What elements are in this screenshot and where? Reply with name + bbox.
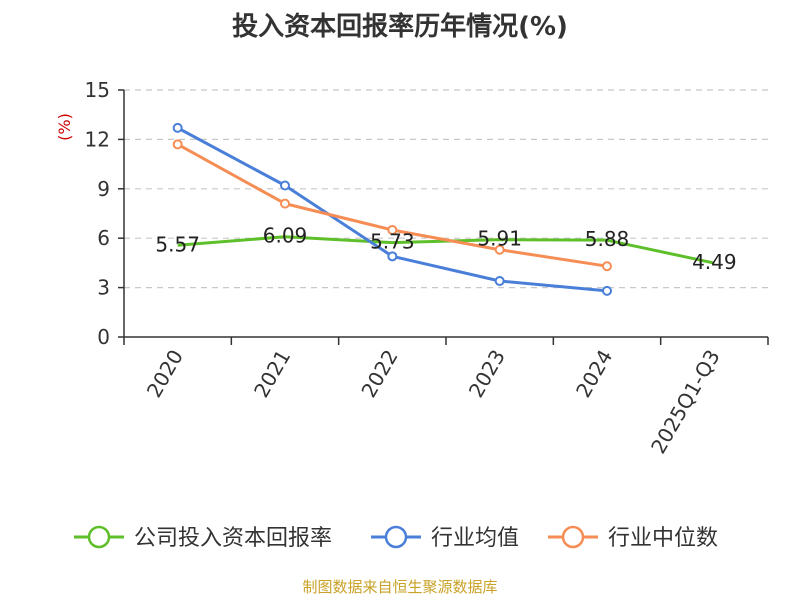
axes	[118, 89, 769, 345]
series-line	[176, 126, 608, 293]
legend-marker	[561, 525, 585, 549]
data-label: 5.91	[477, 227, 522, 251]
x-tick-label: 2024	[571, 346, 617, 402]
legend-label: 公司投入资本回报率	[134, 526, 332, 551]
data-label: 4.49	[692, 250, 737, 274]
data-point	[602, 261, 612, 272]
x-tick-label: 2021	[249, 346, 295, 402]
series-lines	[172, 122, 715, 296]
x-tick-label: 2020	[142, 346, 188, 402]
x-tick-label: 2025Q1-Q3	[646, 346, 725, 458]
data-label: 6.09	[263, 224, 308, 248]
data-point	[494, 244, 505, 255]
grid-lines	[124, 89, 768, 289]
y-tick-labels: 0 3 6 9 12 15	[85, 78, 110, 349]
y-tick-label: 9	[97, 177, 110, 201]
legend-label: 行业均值	[431, 526, 519, 551]
y-axis-label: (%)	[55, 113, 74, 141]
legend-marker	[87, 525, 111, 549]
x-tick-label: 2023	[464, 345, 510, 401]
data-point	[172, 122, 183, 133]
y-tick-label: 3	[97, 276, 110, 300]
data-point	[387, 251, 398, 262]
data-label: 5.57	[155, 232, 200, 256]
legend-label: 行业中位数	[608, 526, 718, 551]
legend: 公司投入资本回报率 行业均值 行业中位数	[74, 525, 718, 551]
y-tick-label: 15	[85, 78, 110, 102]
y-tick-label: 0	[97, 325, 110, 349]
x-tick-label: 2022	[356, 346, 402, 402]
data-point	[387, 224, 398, 235]
data-label: 5.88	[585, 227, 630, 251]
y-tick-label: 6	[97, 226, 110, 250]
source-note: 制图数据来自恒生聚源数据库	[302, 578, 498, 596]
data-label: 5.73	[370, 230, 415, 254]
data-point	[494, 276, 505, 287]
data-labels: 5.57 6.09 5.73 5.91 5.88 4.49	[155, 224, 736, 274]
data-point	[172, 139, 183, 150]
data-point	[602, 285, 612, 296]
y-tick-label: 12	[85, 127, 110, 151]
legend-marker	[384, 525, 408, 549]
x-tick-labels: 2020 2021 2022 2023 2024 2025Q1-Q3	[142, 345, 725, 457]
data-point	[280, 180, 290, 191]
data-point	[280, 198, 290, 209]
chart-title: 投入资本回报率历年情况(%)	[232, 12, 568, 42]
